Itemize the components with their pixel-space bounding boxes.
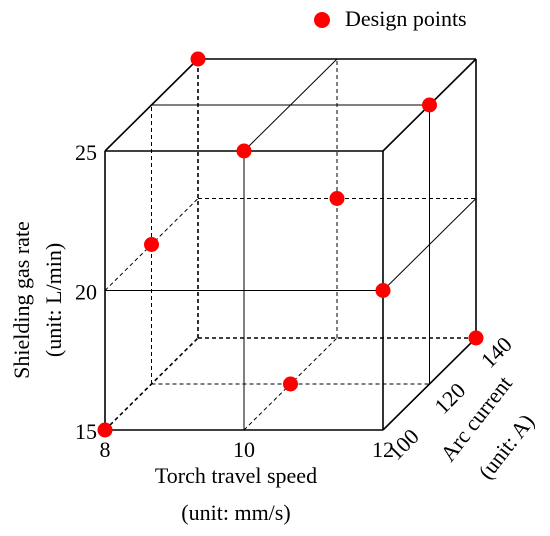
x-tick-label: 8 [100,437,111,462]
design-point [422,97,437,113]
y-axis-label: Shielding gas rate [9,221,34,379]
x-axis-label: (unit: mm/s) [181,500,290,525]
x-tick-label: 10 [233,437,255,462]
design-point [375,283,391,298]
x-axis-label: Torch travel speed [155,463,317,488]
legend-label: Design points [345,6,467,31]
y-axis-label: (unit: L/min) [41,243,66,357]
legend-marker [314,12,330,28]
design-point [329,191,345,206]
design-point [97,422,113,438]
design-point [468,330,484,346]
y-tick-label: 25 [75,140,97,165]
cube-edge [382,337,477,431]
grid-line [243,58,338,152]
x-tick-label: 12 [372,437,394,462]
design-point [190,51,206,67]
grid-line [382,198,477,291]
y-tick-label: 20 [75,280,97,305]
cube-edge [104,58,199,152]
design-point [283,376,298,392]
design-point [236,143,252,159]
design-point [144,237,159,252]
y-tick-label: 15 [75,419,97,444]
cube-edge [104,337,199,431]
